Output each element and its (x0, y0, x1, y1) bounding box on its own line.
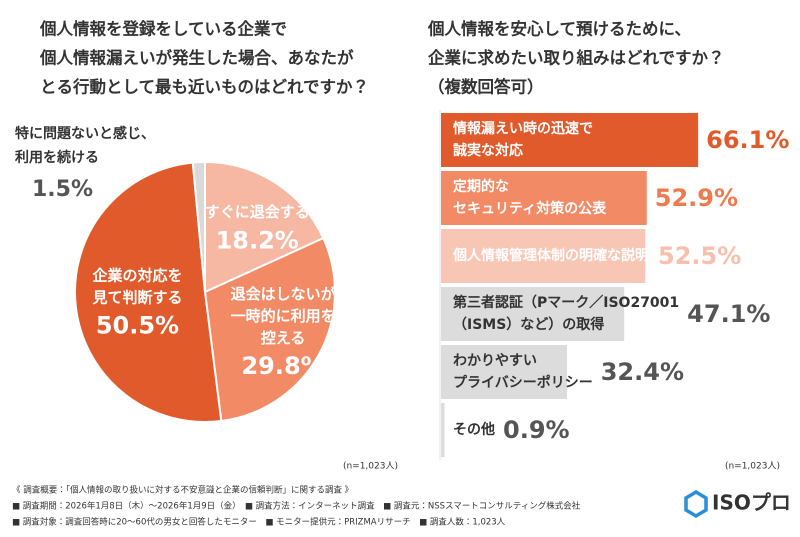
chart-title: 企業に求めたい取り組みはどれですか？ (428, 48, 725, 68)
bar-label: わかりやすいプライバシーポリシー (453, 353, 593, 391)
pie-slice (203, 236, 336, 423)
chart-title: （複数回答可） (428, 77, 544, 97)
bar (441, 403, 445, 457)
pie-slice (74, 161, 223, 423)
bar-value: 52.9% (655, 184, 738, 212)
slice-value: 50.5% (96, 312, 179, 340)
bar-value: 66.1% (706, 126, 789, 154)
bar-value: 47.1% (687, 300, 770, 328)
bar-label: 第三者認証（Pマーク／ISO27001 （ISMS）など）の取得 (453, 294, 679, 333)
bar-value: 32.4% (601, 358, 684, 386)
bar-label: 情報漏えい時の迅速で誠実な対応 (453, 120, 593, 159)
slice-value: 1.5% (32, 177, 93, 202)
slice-label: 企業の対応を見て判断する (91, 266, 182, 306)
footer-line: ■ 調査期間：2026年1月8日（木）～2026年1月9日（金） ■ 調査方法：… (12, 501, 581, 512)
sample-note: (n=1,023人) (725, 462, 780, 472)
bar (441, 113, 699, 167)
bar-value: 52.5% (658, 242, 741, 270)
footer-line: ■ 調査対象：調査回答時に20～60代の男女と回答したモニター ■ モニター提供… (12, 517, 506, 528)
bar (441, 345, 568, 399)
bar-label: 定期的なセキュリティ対策の公表 (453, 178, 607, 217)
chart-title: とる行動として最も近いものはどれですか？ (40, 77, 369, 97)
pie-slice (191, 160, 206, 293)
pie-slice (204, 160, 325, 294)
bar-label: 個人情報管理体制の明確な説明 (452, 247, 649, 264)
bar (441, 229, 646, 283)
slice-value: 18.2% (216, 226, 299, 254)
bar (441, 171, 647, 225)
sample-note: (n=1,023人) (343, 462, 398, 472)
bar-label: その他 (453, 421, 495, 438)
slice-label: 退会はしないが一時的に利用を控える (231, 285, 337, 347)
chart-title: 個人情報漏えいが発生した場合、あなたが (39, 48, 354, 68)
logo-text: ISOプロ (712, 491, 791, 515)
chart-title: 個人情報を登録をしている企業で (39, 19, 287, 39)
slice-label: すぐに退会する (205, 203, 310, 221)
footer-line: 《 調査概要：「個人情報の取り扱いに対する不安意識と企業の信頼判断」に関する調査… (12, 485, 353, 496)
bar-value: 0.9% (503, 416, 570, 444)
slice-value: 29.8% (241, 352, 324, 380)
chart-title: 個人情報を安心して預けるために、 (427, 19, 691, 39)
slice-label: 特に問題ないと感じ、利用を続ける (15, 125, 155, 166)
bar (441, 287, 625, 341)
logo-icon (684, 489, 708, 519)
